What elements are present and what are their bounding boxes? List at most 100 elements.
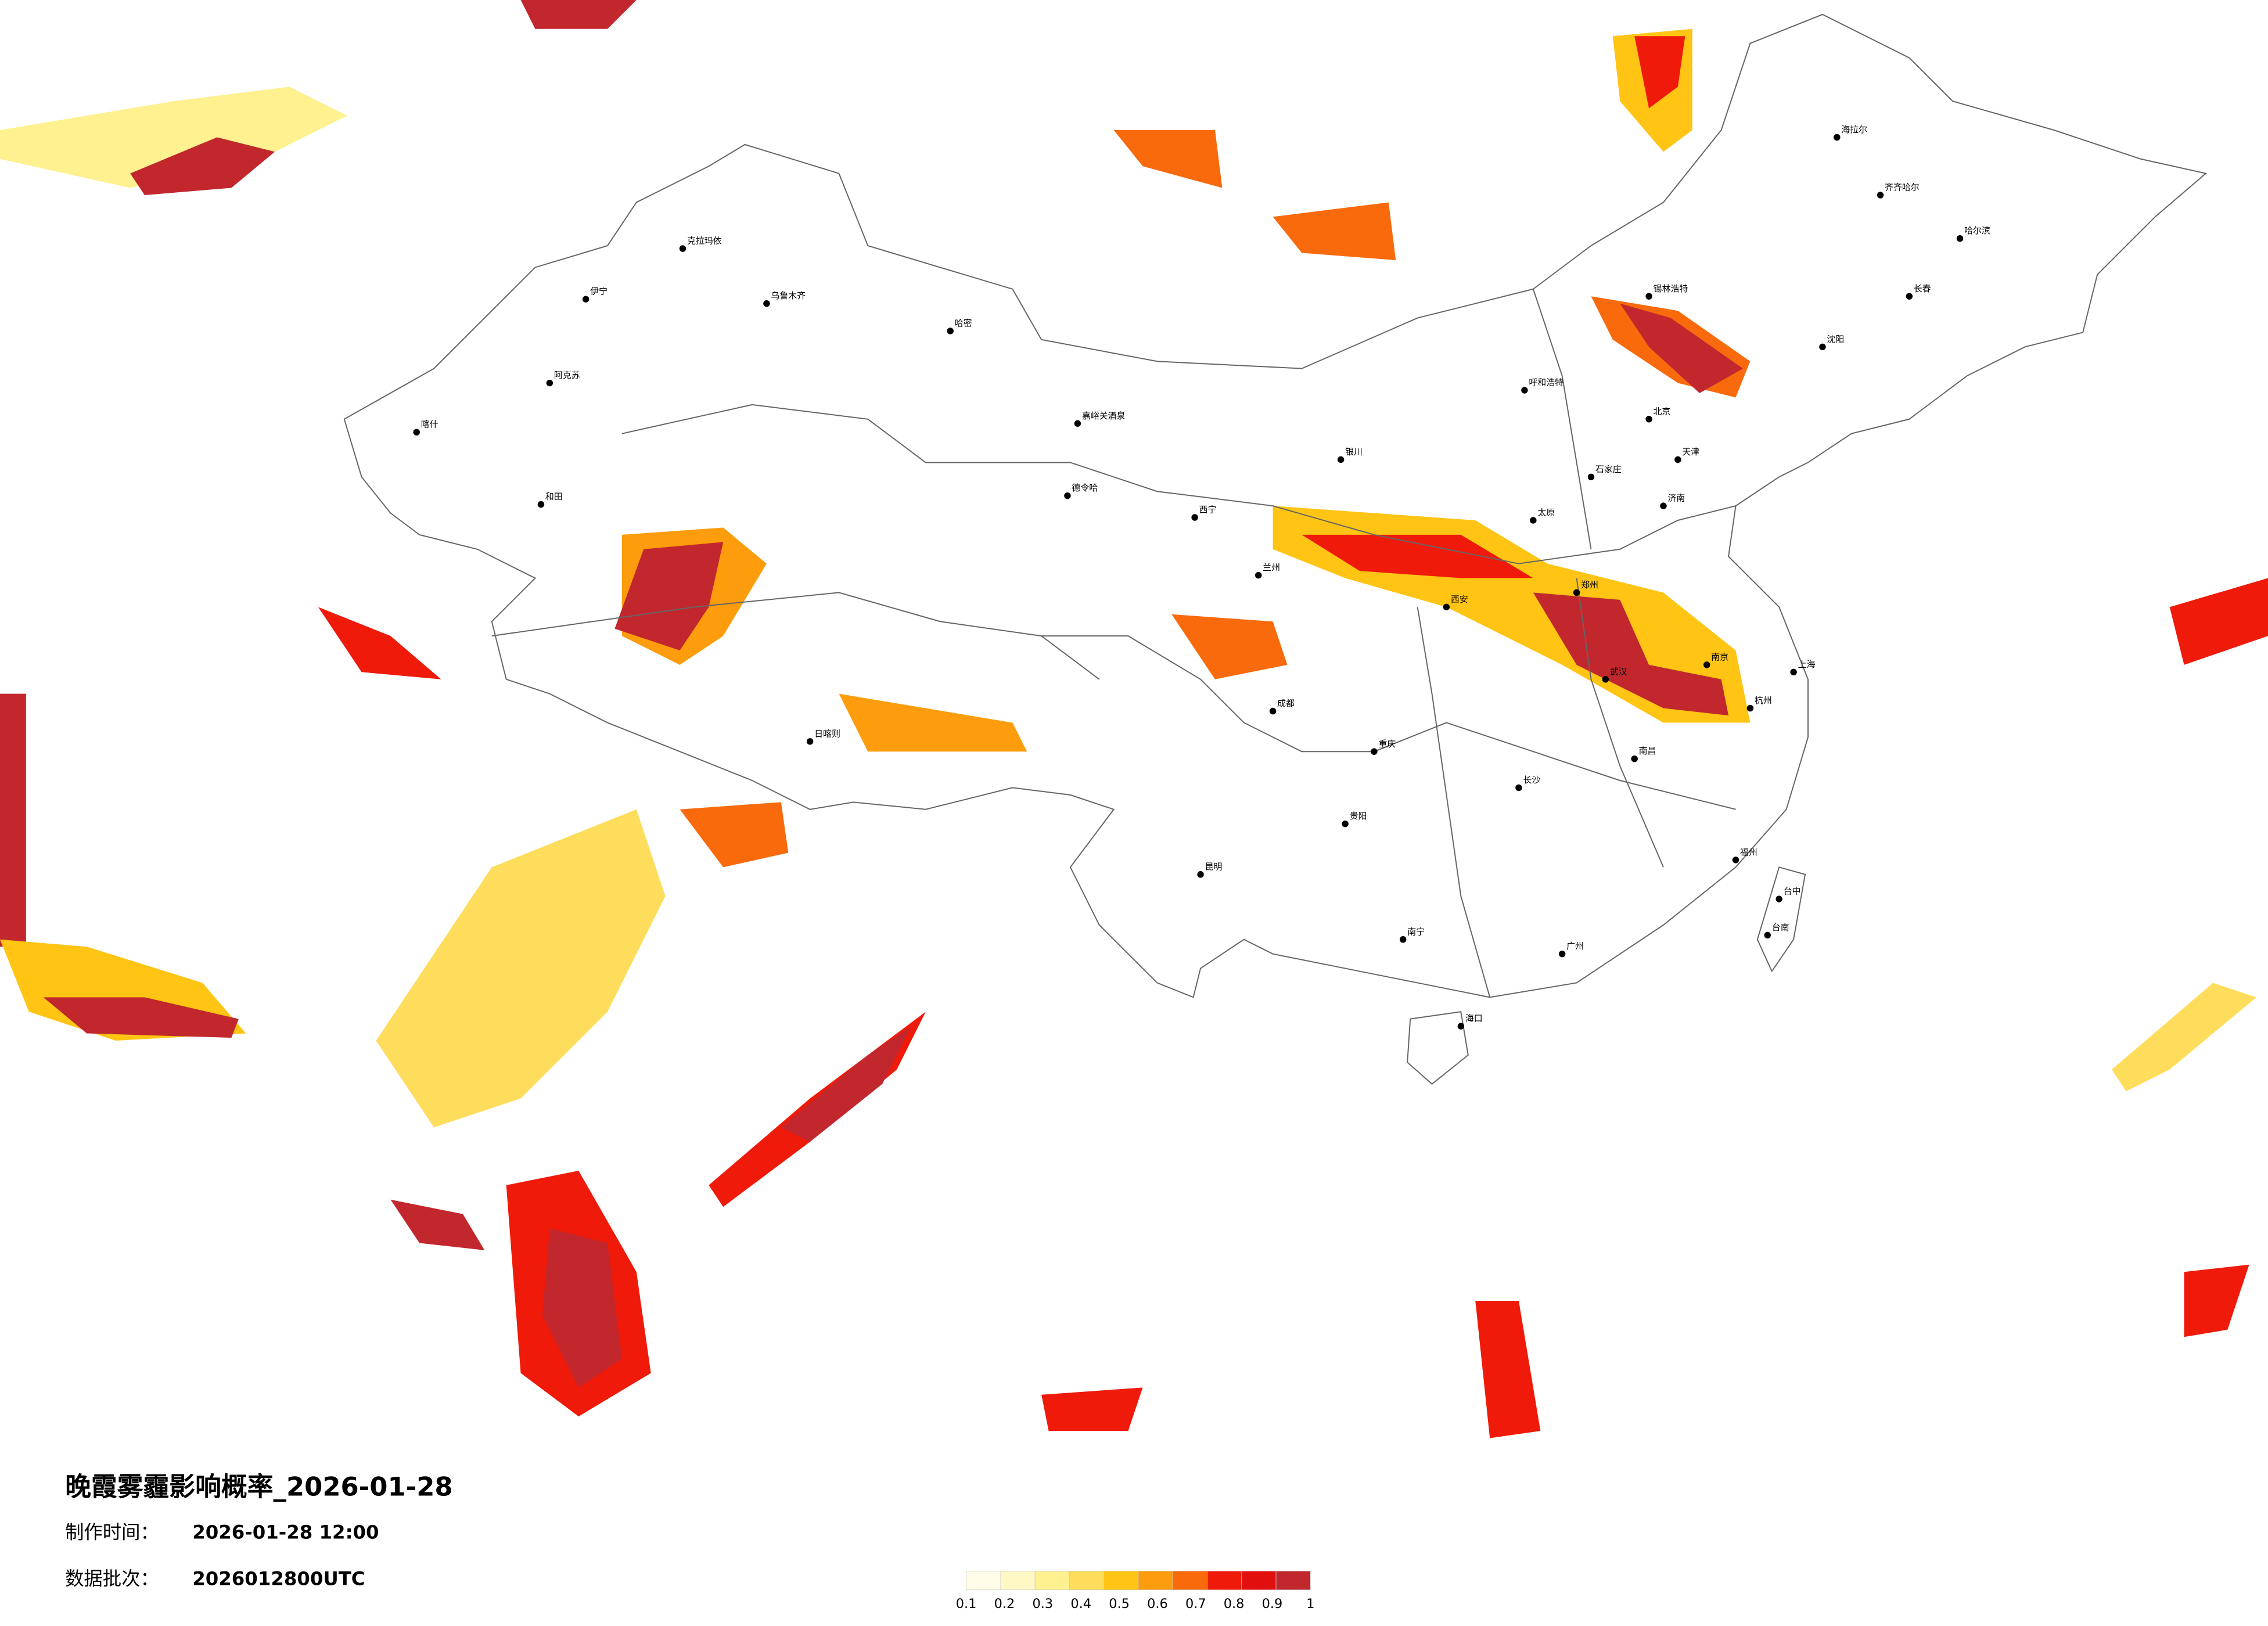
legend-tick-label: 0.3	[1033, 1596, 1054, 1611]
city-label: 西安	[1451, 594, 1468, 605]
city-label: 成都	[1277, 698, 1295, 708]
city-label: 长春	[1914, 283, 1931, 294]
haze-area	[1634, 36, 1685, 109]
made-time: 2026-01-28 12:00	[192, 1521, 379, 1544]
city-dot	[1746, 704, 1754, 712]
haze-area	[1620, 303, 1743, 393]
city-dot	[1587, 473, 1595, 481]
city-dot	[1631, 755, 1638, 762]
city-dot	[763, 300, 770, 307]
city-dot	[1269, 707, 1277, 715]
city-dot	[546, 379, 553, 387]
city-dot	[1191, 514, 1198, 521]
haze-area	[0, 693, 26, 947]
city-dot	[1645, 293, 1652, 300]
city-label: 银川	[1345, 447, 1363, 457]
city-label: 昆明	[1205, 861, 1223, 872]
city-label: 上海	[1798, 659, 1816, 670]
city-label: 长沙	[1523, 775, 1540, 785]
haze-area	[318, 607, 441, 679]
city-dot	[1906, 293, 1913, 300]
city-label: 德令哈	[1072, 483, 1098, 493]
city-dot	[1197, 871, 1204, 878]
haze-area	[542, 1228, 622, 1388]
legend-swatch	[1138, 1571, 1173, 1591]
city-label: 哈尔滨	[1964, 225, 1990, 236]
city-dot	[1074, 420, 1081, 427]
haze-area	[839, 693, 1027, 752]
city-dot	[947, 328, 954, 334]
haze-area	[130, 137, 275, 195]
city-label: 广州	[1566, 941, 1584, 951]
legend-tick-label: 0.8	[1224, 1596, 1245, 1611]
city-label: 南京	[1711, 652, 1728, 662]
legend-swatch	[1034, 1571, 1070, 1591]
haze-area	[520, 0, 637, 29]
city-dot	[1732, 857, 1739, 864]
city-label: 西宁	[1199, 505, 1217, 515]
haze-area	[1171, 614, 1288, 679]
legend-tick-label: 0.7	[1185, 1596, 1206, 1611]
legend-tick-label: 0.2	[994, 1596, 1015, 1611]
city-label: 伊宁	[590, 286, 608, 297]
city-dot	[1819, 343, 1826, 351]
haze-area	[1475, 1301, 1541, 1438]
haze-area	[781, 1026, 911, 1142]
city-dot	[413, 429, 420, 436]
haze-area	[43, 997, 239, 1038]
haze-layer	[0, 0, 2268, 1438]
legend-swatch	[1069, 1571, 1105, 1591]
city-label: 南宁	[1407, 926, 1425, 937]
city-dot	[1703, 661, 1710, 668]
city-dot	[1602, 676, 1609, 683]
city-dot	[1337, 456, 1345, 463]
legend-swatch	[1000, 1571, 1036, 1591]
legend-swatch	[1172, 1571, 1207, 1591]
city-dot	[1530, 517, 1537, 524]
city-dot	[1515, 784, 1522, 792]
city-dot	[1342, 820, 1349, 828]
legend-swatch	[1207, 1571, 1242, 1591]
city-dot	[1660, 502, 1667, 509]
city-label: 武汉	[1610, 666, 1627, 677]
city-label: 阿克苏	[554, 370, 580, 380]
city-label: 天津	[1682, 447, 1699, 457]
country-outline	[343, 13, 2208, 1085]
legend-swatch	[1241, 1571, 1277, 1591]
batch-label: 数据批次：	[65, 1567, 159, 1589]
haze-area	[680, 802, 789, 868]
city-dot	[1521, 387, 1528, 394]
city-label: 台中	[1784, 886, 1801, 897]
city-label: 郑州	[1581, 580, 1598, 590]
city-dot	[1457, 1023, 1465, 1030]
haze-area	[376, 809, 666, 1128]
batch: 2026012800UTC	[192, 1567, 365, 1589]
city-dot	[1645, 416, 1652, 423]
city-dot	[1399, 936, 1407, 943]
haze-area	[614, 542, 724, 650]
city-dot	[1255, 571, 1262, 579]
city-label: 齐齐哈尔	[1885, 182, 1920, 193]
city-dot	[1764, 931, 1771, 939]
city-dot	[1573, 589, 1580, 596]
city-dot	[1558, 950, 1566, 958]
city-dot	[1064, 492, 1071, 499]
city-dot	[1674, 456, 1681, 463]
city-dot	[806, 738, 814, 745]
city-label: 和田	[545, 491, 563, 502]
city-label: 日喀则	[814, 728, 840, 739]
made-label: 制作时间：	[65, 1521, 159, 1544]
map-title: 晚霞雾霾影响概率_2026-01-28	[65, 1472, 453, 1502]
haze-area	[2169, 578, 2268, 665]
city-label: 石家庄	[1595, 464, 1622, 474]
city-label: 呼和浩特	[1529, 377, 1563, 388]
city-label: 北京	[1654, 406, 1671, 416]
legend-swatch	[1104, 1571, 1139, 1591]
city-label: 济南	[1667, 493, 1685, 503]
city-label: 哈密	[955, 318, 972, 329]
city-label: 太原	[1537, 508, 1555, 518]
legend-tick-label: 0.9	[1262, 1596, 1283, 1611]
city-dot	[679, 245, 686, 252]
